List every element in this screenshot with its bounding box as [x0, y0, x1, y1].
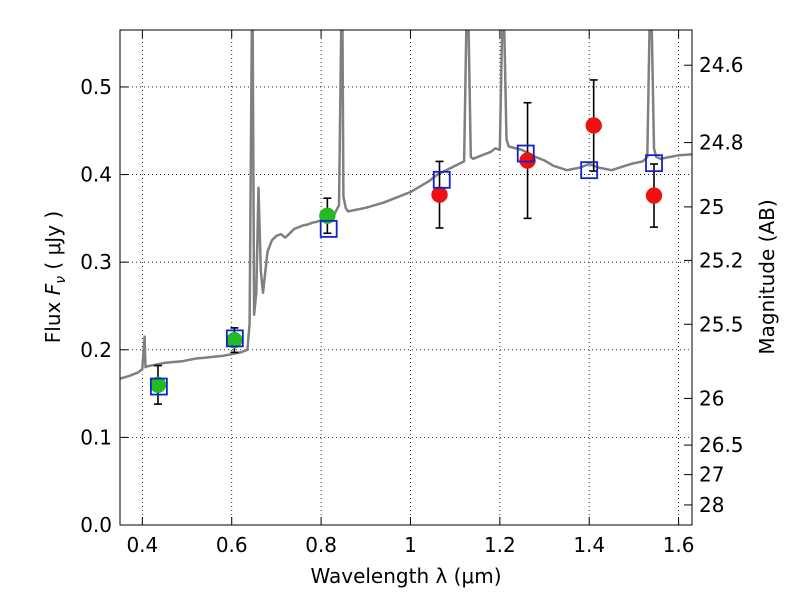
y-tick-label: 0.3 [80, 250, 112, 274]
y2-tick-label: 24.8 [699, 131, 744, 155]
model-photometry-square [149, 377, 168, 396]
plot-frame [119, 29, 693, 526]
model-photometry-square [432, 170, 451, 189]
photometry-point [431, 186, 448, 203]
y2-tick-label: 24.6 [699, 53, 744, 77]
y-axis-label-symbol: F [41, 283, 65, 295]
y-tick-label: 0.2 [80, 338, 112, 362]
axis-ticks: 0.4 0.6 0.8 1 1.2 1.4 1.6 0.0 0.1 0.2 0.3 0.4 0.5 24.… [80, 30, 744, 557]
model-photometry-square [225, 329, 244, 348]
y2-tick-label: 25 [699, 195, 724, 219]
x-tick-label: 0.4 [126, 533, 158, 557]
model-photometry-square [645, 154, 663, 173]
y-axis-label-prefix: Flux [41, 295, 65, 343]
model-photometry-square [580, 161, 599, 180]
model-photometry-square [516, 144, 535, 163]
photometry-point [319, 207, 336, 224]
grid-lines [120, 30, 692, 526]
x-tick-label: 1 [404, 533, 417, 557]
x-tick-label: 1.2 [484, 533, 516, 557]
x-tick-label: 1.4 [573, 533, 605, 557]
x-tick-label: 0.6 [216, 533, 248, 557]
x-axis-label: Wavelength λ (μm) [310, 564, 501, 588]
y2-axis-label: Magnitude (AB) [755, 199, 779, 354]
y-axis-label: Flux Fν ( μJy ) [41, 211, 69, 343]
y-tick-label: 0.5 [80, 75, 112, 99]
y-tick-label: 0.0 [80, 513, 112, 537]
y2-tick-label: 27 [699, 463, 724, 487]
y-tick-label: 0.4 [80, 163, 112, 187]
x-tick-label: 1.6 [663, 533, 695, 557]
y2-tick-label: 26 [699, 386, 724, 410]
y-tick-label: 0.1 [80, 425, 112, 449]
y2-tick-label: 26.5 [699, 433, 744, 457]
y2-tick-label: 25.2 [699, 248, 744, 272]
photometry-layer [149, 79, 663, 405]
y2-tick-label: 25.5 [699, 312, 744, 336]
y2-tick-label: 28 [699, 493, 724, 517]
photometry-point [519, 152, 536, 169]
model-spectrum-line [120, 30, 692, 380]
photometry-point [645, 187, 663, 204]
x-tick-label: 0.8 [305, 533, 337, 557]
model-spectrum-layer [120, 30, 692, 380]
y-axis-label-subscript: ν [53, 276, 69, 284]
y-axis-label-units: ( μJy ) [41, 211, 65, 276]
photometry-point [585, 117, 602, 134]
model-photometry-square [319, 219, 338, 238]
